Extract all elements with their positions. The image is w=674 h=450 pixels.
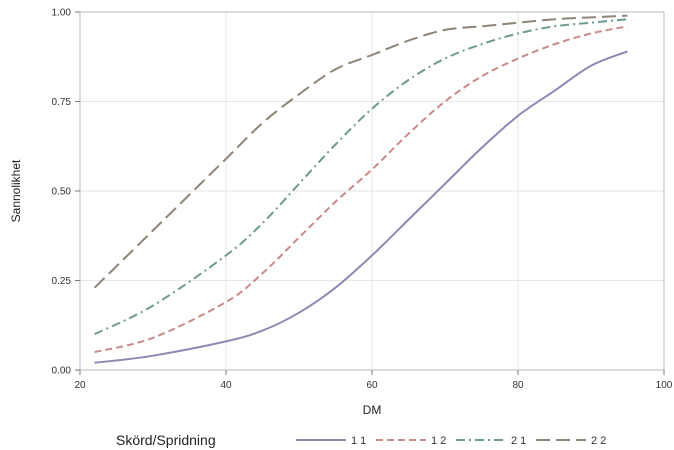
legend-label-3: 2 1 <box>511 435 526 447</box>
x-tick-label: 20 <box>74 380 86 391</box>
x-tick-label: 100 <box>656 380 673 391</box>
series-lines <box>93 14 628 364</box>
series-line-4 <box>93 14 628 289</box>
x-axis-label: DM <box>363 403 382 417</box>
x-axis-ticks: 20 40 60 80 100 <box>74 370 673 391</box>
y-tick-label: 0.25 <box>52 276 72 287</box>
legend-label-2: 1 2 <box>431 435 446 447</box>
y-axis-ticks: 0.00 0.25 0.50 0.75 1.00 <box>52 8 80 377</box>
y-tick-label: 1.00 <box>52 8 72 19</box>
grid <box>80 11 664 371</box>
x-tick-label: 80 <box>512 380 524 391</box>
series-line-1 <box>94 50 628 364</box>
legend-label-4: 2 2 <box>591 435 606 447</box>
x-tick-label: 60 <box>366 380 378 391</box>
x-tick-label: 40 <box>220 380 232 391</box>
y-tick-label: 0.00 <box>52 366 72 377</box>
y-tick-label: 0.50 <box>52 187 72 198</box>
y-tick-label: 0.75 <box>52 97 72 108</box>
legend-label-1: 1 1 <box>351 435 366 447</box>
legend-title: Skörd/Spridning <box>116 432 216 448</box>
series-line-3 <box>94 18 628 336</box>
series-line-2 <box>94 25 628 354</box>
y-axis-label: Sannolikhet <box>9 159 23 222</box>
legend: 1 1 1 2 2 1 2 2 <box>296 435 606 447</box>
